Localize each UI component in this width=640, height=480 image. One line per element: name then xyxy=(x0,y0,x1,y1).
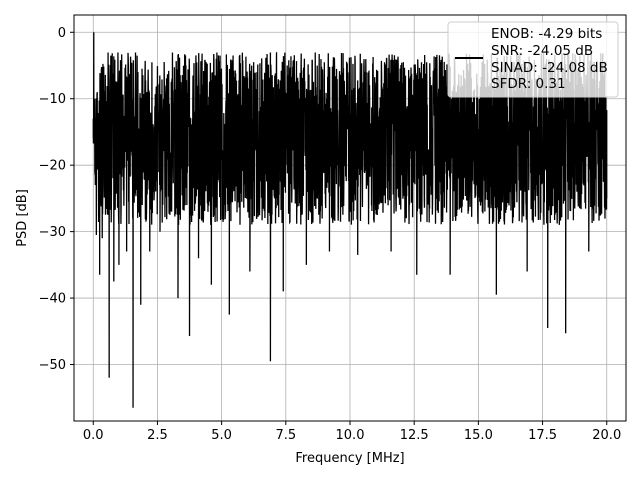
x-tick-label: 15.0 xyxy=(464,428,493,443)
x-tick-label: 5.0 xyxy=(211,428,232,443)
x-tick-label: 12.5 xyxy=(400,428,429,443)
legend-entry-sinad: SINAD: -24.08 dB xyxy=(491,60,608,76)
x-tick-label: 10.0 xyxy=(336,428,365,443)
x-axis-label: Frequency [MHz] xyxy=(295,451,404,466)
x-tick-label: 20.0 xyxy=(592,428,621,443)
legend-entry-snr: SNR: -24.05 dB xyxy=(491,43,593,59)
y-tick-label: −50 xyxy=(39,358,66,373)
x-tick-label: 17.5 xyxy=(528,428,557,443)
y-tick-label: −20 xyxy=(39,159,66,174)
y-tick-label: −30 xyxy=(39,225,66,240)
y-tick-label: −10 xyxy=(39,92,66,107)
x-tick-label: 2.5 xyxy=(147,428,168,443)
legend: ENOB: -4.29 bits SNR: -24.05 dB SINAD: -… xyxy=(447,21,619,98)
y-axis-ticks: 0 −10 −20 −30 −40 −50 xyxy=(39,26,74,373)
legend-entry-sfdr: SFDR: 0.31 xyxy=(491,76,566,92)
y-axis-label: PSD [dB] xyxy=(15,189,30,247)
x-tick-label: 7.5 xyxy=(275,428,296,443)
x-tick-label: 0.0 xyxy=(83,428,104,443)
legend-entry-enob: ENOB: -4.29 bits xyxy=(491,26,602,42)
x-axis-ticks: 0.0 2.5 5.0 7.5 10.0 12.5 15.0 17.5 20.0 xyxy=(83,421,621,443)
y-tick-label: −40 xyxy=(39,292,66,307)
y-tick-label: 0 xyxy=(58,26,66,41)
legend-box xyxy=(447,21,619,98)
psd-line xyxy=(92,32,608,408)
psd-trace xyxy=(92,32,608,408)
